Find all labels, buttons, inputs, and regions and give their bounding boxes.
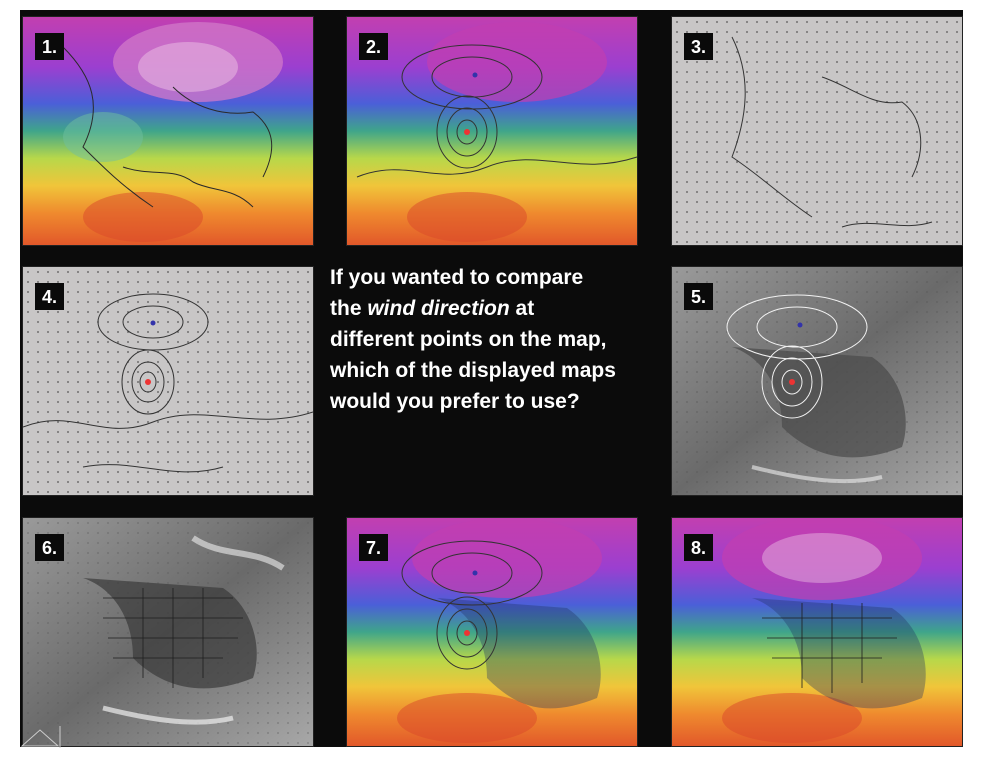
color-contour-map: [347, 17, 637, 245]
gray-contour-map: [23, 267, 313, 495]
question-part1: If you wanted to compare the: [330, 266, 584, 320]
map-tile-6[interactable]: 6.: [22, 517, 314, 747]
color-contour-satellite-map: [347, 518, 637, 746]
map-tile-7[interactable]: 7.: [346, 517, 638, 747]
map-number-badge: 3.: [684, 33, 714, 60]
question-emphasis: wind direction: [367, 297, 510, 320]
map-number-badge: 1.: [35, 33, 65, 60]
map-number-badge: 6.: [35, 534, 65, 561]
map-tile-2[interactable]: 2.: [346, 16, 638, 246]
map-number-badge: 8.: [684, 534, 714, 561]
question-part2: at different points on the map, which of…: [330, 297, 616, 413]
map-number-badge: 5.: [684, 283, 714, 310]
satellite-map: [23, 518, 313, 746]
map-tile-3[interactable]: 3.: [671, 16, 963, 246]
question-text: If you wanted to compare the wind direct…: [330, 262, 620, 417]
corner-triangle-mark: [20, 726, 61, 748]
color-temperature-map: [23, 17, 313, 245]
color-satellite-map: [672, 518, 962, 746]
map-tile-8[interactable]: 8.: [671, 517, 963, 747]
satellite-contour-map: [672, 267, 962, 495]
map-tile-5[interactable]: 5.: [671, 266, 963, 496]
map-number-badge: 7.: [359, 534, 389, 561]
map-number-badge: 2.: [359, 33, 389, 60]
gray-wind-arrow-map: [672, 17, 962, 245]
map-tile-1[interactable]: 1.: [22, 16, 314, 246]
map-tile-4[interactable]: 4.: [22, 266, 314, 496]
map-number-badge: 4.: [35, 283, 65, 310]
